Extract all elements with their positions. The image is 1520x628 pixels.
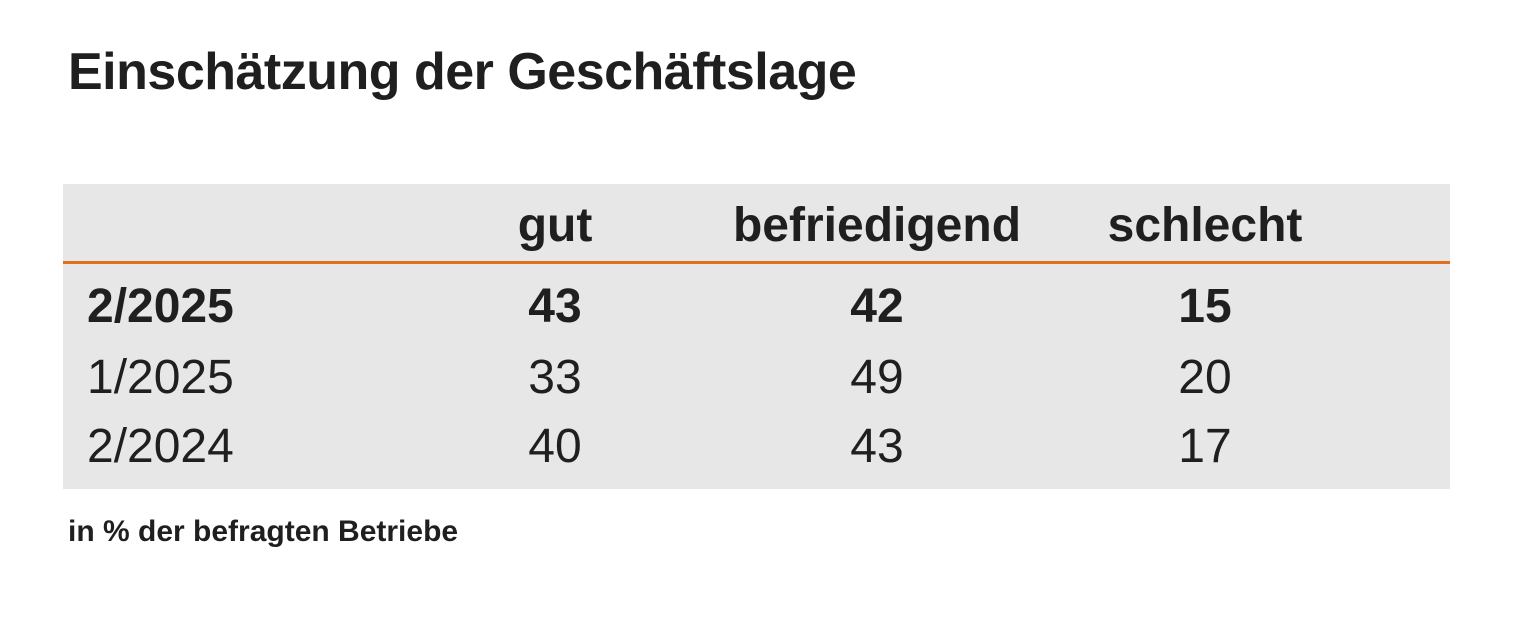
cell-schlecht: 15	[1178, 280, 1232, 333]
column-header-gut: gut	[517, 199, 593, 252]
table-row: 2/2024 40 43 17	[63, 412, 1450, 482]
table-row: 2/2025 43 42 15	[63, 272, 1450, 342]
cell-schlecht: 17	[1178, 420, 1232, 473]
column-header-befriedigend: befriedigend	[732, 199, 1022, 252]
cell-gut: 40	[528, 420, 582, 473]
cell-befriedigend: 49	[850, 351, 904, 404]
page-title: Einschätzung der Geschäftslage	[68, 43, 857, 101]
cell-schlecht: 20	[1178, 351, 1232, 404]
row-label: 2/2024	[87, 420, 234, 473]
table-row: 1/2025 33 49 20	[63, 343, 1450, 413]
row-label: 1/2025	[87, 351, 234, 404]
cell-gut: 33	[528, 351, 582, 404]
business-situation-table: gut befriedigend schlecht 2/2025 43 42 1…	[63, 184, 1450, 489]
cell-befriedigend: 42	[850, 280, 904, 333]
cell-gut: 43	[528, 280, 582, 333]
cell-befriedigend: 43	[850, 420, 904, 473]
row-label: 2/2025	[87, 280, 234, 333]
table-header-row: gut befriedigend schlecht	[63, 184, 1450, 264]
footnote: in % der befragten Betriebe	[68, 515, 459, 548]
column-header-schlecht: schlecht	[1107, 199, 1303, 252]
